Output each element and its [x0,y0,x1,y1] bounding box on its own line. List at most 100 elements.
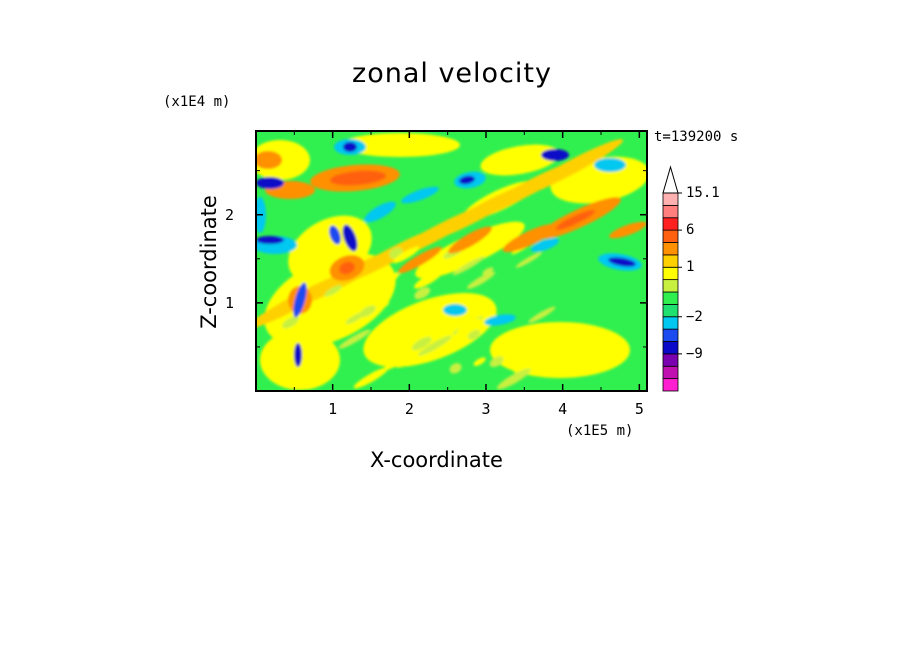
plot-frame [255,130,648,392]
field-blob-positive [502,223,558,253]
field-streak [482,267,494,276]
field-blob-negative [541,149,569,161]
field-streak [307,323,341,343]
field-blob-yellow [340,133,460,157]
field-blob-positive [398,246,442,274]
colorbar-swatch [662,204,679,219]
field-blob-negative [594,158,626,172]
y-tick-label: 1 [225,293,235,312]
field-streak [528,306,556,323]
field-streak [467,329,481,340]
field-streak [473,357,486,366]
field-blob-negative [484,314,516,326]
x-tick-label: 2 [404,400,414,418]
field-streak [358,287,377,301]
x-tick-label: 1 [328,400,338,418]
field-blob-positive [609,221,647,239]
field-blob-yellow [490,322,630,378]
field-blob-negative [343,142,357,152]
colorbar-swatch [662,266,679,281]
field-blob-yellow [480,144,560,176]
field-blob-negative [401,186,439,204]
field-streak [340,322,362,336]
colorbar-swatch [662,316,679,330]
chart-title: zonal velocity [352,58,552,89]
field-streak [281,362,299,374]
y-axis-ticks [256,170,647,348]
colorbar [662,165,682,392]
field-blob-yellow [256,140,310,180]
field-blob-negative [443,304,467,316]
colorbar-swatch [662,192,679,206]
field-blob-negative [329,225,341,245]
field-streak [515,252,542,268]
field-streak [452,256,485,276]
colorbar-swatch [662,229,679,243]
colorbar-label: −9 [686,345,703,362]
x-tick-label: 3 [481,400,491,418]
colorbar-label: −2 [686,308,703,325]
field-blob-positive [448,226,492,254]
field-streak [404,323,438,344]
field-streak [282,316,299,329]
y-unit-label: (x1E4 m) [163,94,231,110]
field-streak [338,329,371,349]
field-streak [466,271,496,289]
colorbar-swatch [662,217,679,231]
colorbar-swatch [662,242,679,256]
field-blob-negative [293,282,307,318]
colorbar-swatch [662,341,679,355]
field-streak [383,355,408,371]
contour-field [256,131,647,391]
colorbar-label: 15.1 [686,185,720,201]
timestamp-label: t=139200 s [654,129,739,145]
field-streak [392,246,420,264]
colorbar-swatch [662,254,679,268]
field-streak [456,318,482,335]
colorbar-swatch [662,328,679,342]
field-blobs [256,133,647,390]
field-streak [359,305,376,317]
colorbar-swatch [662,353,679,367]
field-streak [418,335,452,356]
field-streak [371,272,399,291]
field-blob-negative [530,238,560,252]
x-unit-label: (x1E5 m) [566,423,634,439]
field-blob-negative [364,201,396,223]
colorbar-swatch [662,279,679,293]
colorbar-swatch [662,291,679,305]
x-tick-label: 4 [558,400,568,418]
field-streak [522,346,537,357]
field-band-positive [516,139,624,197]
field-streak [338,309,351,320]
field-streak [449,363,462,374]
field-streak [414,270,443,289]
field-blob-negative [256,177,284,189]
field-blob-positive [256,151,282,169]
field-streak [411,336,432,351]
field-blob-negative [294,343,302,367]
x-axis-title: X-coordinate [370,448,503,472]
colorbar-label: 6 [686,222,695,239]
colorbar-extension-triangle [662,165,679,194]
field-streak [513,352,546,373]
colorbar-swatch [662,378,679,392]
field-blob-negative [459,175,475,185]
field-blob-positive [339,261,355,275]
field-streak [324,285,342,297]
field-blob-negative [342,224,358,252]
x-axis-ticks [293,131,641,391]
field-blob-yellow [415,221,525,279]
colorbar-label: 1 [686,259,695,276]
field-blob-positive [554,210,596,230]
field-blob-negative [256,236,284,244]
field-streak [353,367,389,389]
field-streak [469,300,482,309]
y-tick-label: 2 [225,205,235,224]
colorbar-swatch [662,303,679,318]
field-streak [395,351,423,368]
x-tick-label: 5 [634,400,644,418]
field-streak [414,287,431,300]
field-streak [489,356,504,368]
